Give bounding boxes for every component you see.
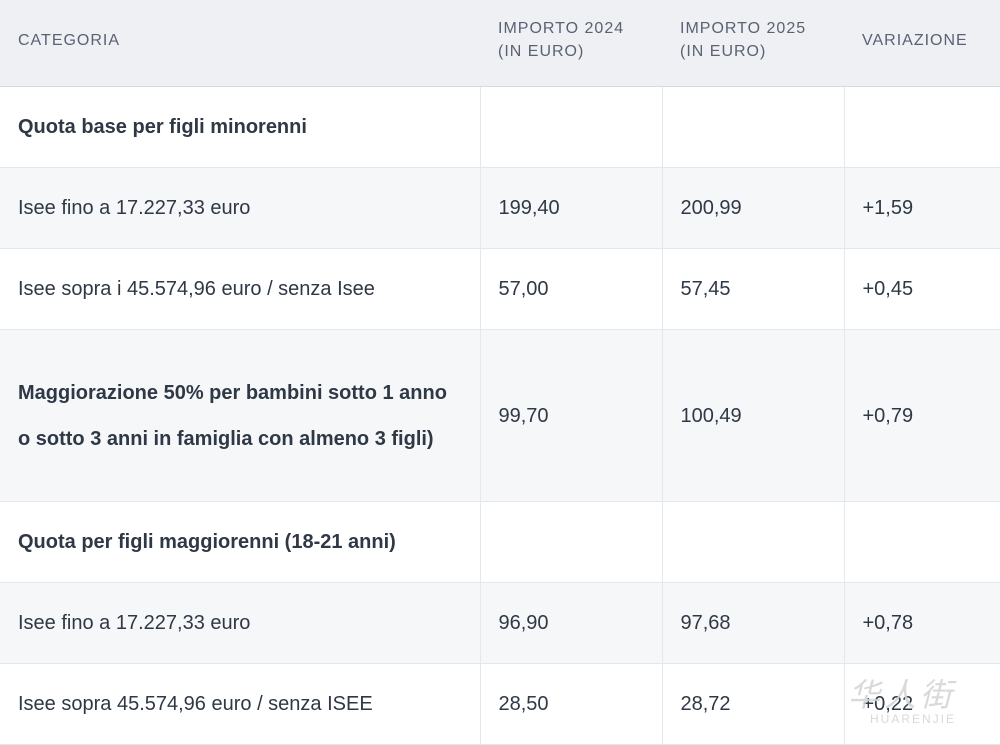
header-importo-2025: IMPORTO 2025 (IN EURO) <box>662 0 844 87</box>
cell-2025 <box>661 86 844 168</box>
cell-category: Maggiorazione 50% per bambini sotto 1 an… <box>0 329 480 502</box>
table-row: Isee fino a 17.227,33 euro 199,40 200,99… <box>0 167 1000 249</box>
cell-2025: 28,72 <box>661 663 844 745</box>
cell-2025: 100,49 <box>661 329 844 502</box>
cell-change: +0,22 <box>843 663 1000 745</box>
cell-category: Quota per figli maggiorenni (18-21 anni) <box>0 501 480 583</box>
cell-2024: 99,70 <box>479 329 662 502</box>
header-importo-2024: IMPORTO 2024 (IN EURO) <box>480 0 662 87</box>
table-header: CATEGORIA IMPORTO 2024 (IN EURO) IMPORTO… <box>0 0 1000 87</box>
table-row: Isee sopra 45.574,96 euro / senza ISEE 2… <box>0 663 1000 745</box>
header-categoria: CATEGORIA <box>0 0 480 87</box>
table-row-section: Quota base per figli minorenni <box>0 86 1000 168</box>
header-label: VARIAZIONE <box>862 31 968 49</box>
cell-category: Isee fino a 17.227,33 euro <box>0 582 480 664</box>
cell-change: +0,45 <box>843 248 1000 330</box>
cell-2024: 96,90 <box>479 582 662 664</box>
cell-2025: 57,45 <box>661 248 844 330</box>
cell-2024 <box>479 86 662 168</box>
table-row-section: Quota per figli maggiorenni (18-21 anni) <box>0 501 1000 583</box>
cell-2024: 28,50 <box>479 663 662 745</box>
header-row: CATEGORIA IMPORTO 2024 (IN EURO) IMPORTO… <box>0 0 1000 87</box>
cell-2024: 57,00 <box>479 248 662 330</box>
cell-change <box>843 86 1000 168</box>
cell-2025 <box>661 501 844 583</box>
cell-category: Isee fino a 17.227,33 euro <box>0 167 480 249</box>
table-row: Maggiorazione 50% per bambini sotto 1 an… <box>0 329 1000 502</box>
header-variazione: VARIAZIONE <box>844 0 1000 87</box>
cell-category: Quota base per figli minorenni <box>0 86 480 168</box>
header-label: IMPORTO 2025 (IN EURO) <box>680 20 807 60</box>
header-label: IMPORTO 2024 (IN EURO) <box>498 20 625 60</box>
table-row: Isee sopra i 45.574,96 euro / senza Isee… <box>0 248 1000 330</box>
cell-2024 <box>479 501 662 583</box>
cell-change: +0,78 <box>843 582 1000 664</box>
cell-change <box>843 501 1000 583</box>
cell-2024: 199,40 <box>479 167 662 249</box>
cell-change: +1,59 <box>843 167 1000 249</box>
cell-change: +0,79 <box>843 329 1000 502</box>
cell-category: Isee sopra i 45.574,96 euro / senza Isee <box>0 248 480 330</box>
cell-category: Isee sopra 45.574,96 euro / senza ISEE <box>0 663 480 745</box>
cell-2025: 200,99 <box>661 167 844 249</box>
table-row: Isee fino a 17.227,33 euro 96,90 97,68 +… <box>0 582 1000 664</box>
table-body: Quota base per figli minorenni Isee fino… <box>0 86 1000 745</box>
cell-2025: 97,68 <box>661 582 844 664</box>
header-label: CATEGORIA <box>18 31 121 49</box>
